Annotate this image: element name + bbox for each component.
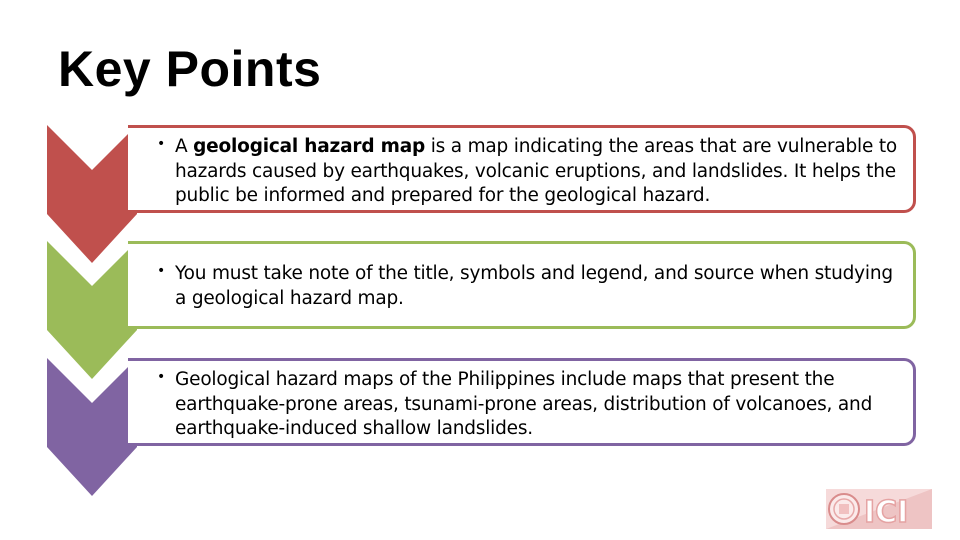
key-point-3: • Geological hazard maps of the Philippi… [157, 368, 905, 442]
chevron-green [47, 241, 137, 379]
key-point-3-text: Geological hazard maps of the Philippine… [175, 369, 873, 439]
logo-text: ICI [864, 495, 908, 529]
chevron-purple [47, 358, 137, 496]
point-box-2 [128, 241, 916, 329]
key-point-2: • You must take note of the title, symbo… [157, 262, 905, 311]
bullet-icon: • [157, 136, 166, 152]
key-point-1-term: geological hazard map [193, 136, 426, 157]
point-box-1 [128, 125, 916, 213]
key-point-1-text-b: is a map indicating the areas that are v… [175, 136, 898, 206]
point-box-3 [128, 358, 916, 446]
key-point-2-text: You must take note of the title, symbols… [175, 263, 893, 309]
key-point-1: • A geological hazard map is a map indic… [157, 135, 905, 209]
key-point-1-text-a: A [175, 136, 194, 157]
seal-logo-icon [828, 493, 860, 525]
bullet-icon: • [157, 263, 166, 279]
bullet-icon: • [157, 369, 166, 385]
ici-logo: ICI [826, 489, 932, 529]
chevron-red [47, 125, 137, 263]
slide-title: Key Points [58, 41, 322, 97]
